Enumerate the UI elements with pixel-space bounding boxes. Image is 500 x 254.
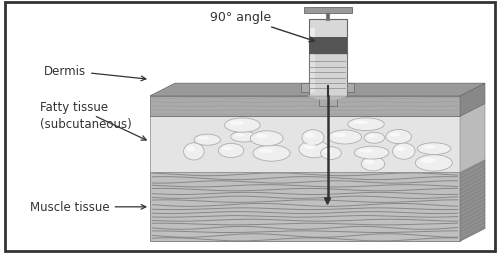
Ellipse shape <box>304 145 316 150</box>
Ellipse shape <box>396 147 405 152</box>
Polygon shape <box>460 104 485 173</box>
Ellipse shape <box>365 160 374 164</box>
Ellipse shape <box>333 133 346 137</box>
Bar <box>308 55 346 97</box>
Bar <box>318 97 336 107</box>
Bar <box>310 29 315 94</box>
Ellipse shape <box>186 147 195 152</box>
Ellipse shape <box>367 135 376 138</box>
Ellipse shape <box>184 143 204 160</box>
Ellipse shape <box>302 130 324 146</box>
Ellipse shape <box>320 147 342 160</box>
Ellipse shape <box>324 150 332 153</box>
Ellipse shape <box>348 118 385 131</box>
Bar <box>301 84 308 93</box>
Ellipse shape <box>392 144 415 160</box>
Ellipse shape <box>364 133 384 144</box>
Ellipse shape <box>360 149 374 153</box>
Ellipse shape <box>421 158 436 163</box>
Ellipse shape <box>354 147 389 160</box>
Ellipse shape <box>222 147 232 151</box>
Ellipse shape <box>390 133 400 137</box>
Ellipse shape <box>258 149 274 153</box>
Ellipse shape <box>416 155 452 171</box>
Ellipse shape <box>230 132 256 142</box>
Polygon shape <box>324 198 330 204</box>
Text: 90° angle: 90° angle <box>210 11 314 43</box>
Ellipse shape <box>328 131 362 145</box>
Polygon shape <box>460 160 485 241</box>
Ellipse shape <box>354 121 368 125</box>
Ellipse shape <box>194 135 220 146</box>
Ellipse shape <box>361 157 384 171</box>
Ellipse shape <box>255 134 268 139</box>
Bar <box>308 38 346 55</box>
Polygon shape <box>308 97 346 100</box>
Ellipse shape <box>253 146 290 162</box>
Ellipse shape <box>417 143 450 155</box>
Bar <box>308 20 346 97</box>
Polygon shape <box>150 84 485 97</box>
Ellipse shape <box>224 118 260 133</box>
Text: (subcutaneous): (subcutaneous) <box>40 118 132 131</box>
Polygon shape <box>460 84 485 117</box>
Bar <box>150 97 460 117</box>
Ellipse shape <box>198 137 208 140</box>
Bar <box>150 173 460 241</box>
Ellipse shape <box>422 146 436 149</box>
Text: Fatty tissue: Fatty tissue <box>40 100 146 141</box>
Text: Dermis: Dermis <box>44 65 146 82</box>
Ellipse shape <box>230 121 244 125</box>
Ellipse shape <box>250 131 283 146</box>
Ellipse shape <box>299 141 330 158</box>
Ellipse shape <box>218 144 244 158</box>
Bar <box>346 84 354 93</box>
Text: Muscle tissue: Muscle tissue <box>30 201 146 213</box>
Ellipse shape <box>306 133 314 138</box>
Ellipse shape <box>386 130 411 144</box>
Ellipse shape <box>234 134 245 137</box>
Bar <box>150 117 460 173</box>
Bar <box>304 8 352 14</box>
